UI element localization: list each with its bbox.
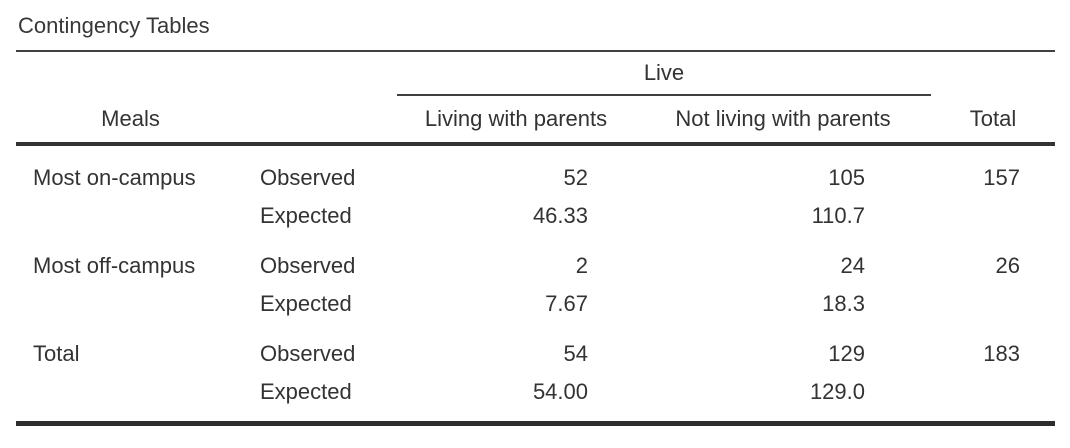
stat-label: Expected xyxy=(260,291,352,316)
spanner-spacer-left xyxy=(16,52,397,96)
title-rule xyxy=(16,50,1055,52)
cell-value: 129.0 xyxy=(809,379,865,404)
column-header-row: Meals Living with parents Not living wit… xyxy=(16,96,1055,146)
table-row: Expected 7.67 18.3 xyxy=(16,285,1055,323)
header-not-living-with-parents: Not living with parents xyxy=(675,106,891,131)
row-label: Most on-campus xyxy=(33,165,196,190)
row-label: Most off-campus xyxy=(33,253,196,278)
cell-value: 54.00 xyxy=(532,379,588,404)
cell-value: 2 xyxy=(575,253,588,278)
table-bottom-rule xyxy=(16,421,1055,426)
table-row: Expected 54.00 129.0 xyxy=(16,373,1055,411)
cell-value: 24 xyxy=(840,253,865,278)
cell-value: 54 xyxy=(563,341,588,366)
row-variable-label: Meals xyxy=(101,106,160,131)
stat-label: Observed xyxy=(260,253,356,278)
contingency-table: Contingency Tables Live Meals Living wit… xyxy=(16,0,1055,426)
table-row: Most off-campus Observed 2 24 26 xyxy=(16,247,1055,285)
spanner-spacer-right xyxy=(931,52,1055,96)
header-total: Total xyxy=(969,106,1017,131)
stat-label: Observed xyxy=(260,165,356,190)
cell-value: 110.7 xyxy=(811,203,865,228)
column-variable-header: Live xyxy=(397,52,931,96)
cell-value: 26 xyxy=(995,253,1020,278)
cell-value: 183 xyxy=(983,341,1020,366)
cell-value: 18.3 xyxy=(822,291,865,316)
spanner-header-row: Live xyxy=(16,52,1055,96)
cell-value: 52 xyxy=(563,165,588,190)
cell-value: 46.33 xyxy=(532,203,588,228)
table-row: Most on-campus Observed 52 105 157 xyxy=(16,159,1055,197)
row-label: Total xyxy=(33,341,80,366)
column-variable-label: Live xyxy=(643,60,685,85)
cell-value: 129 xyxy=(828,341,865,366)
table-row: Expected 46.33 110.7 xyxy=(16,197,1055,235)
cell-value: 157 xyxy=(983,165,1020,190)
cell-value: 105 xyxy=(828,165,865,190)
cell-value: 7.67 xyxy=(545,291,588,316)
stat-label: Expected xyxy=(260,379,352,404)
header-living-with-parents: Living with parents xyxy=(424,106,608,131)
table-title[interactable]: Contingency Tables xyxy=(18,13,210,38)
table-body: Most on-campus Observed 52 105 157 Expec… xyxy=(16,146,1055,411)
stat-label: Expected xyxy=(260,203,352,228)
stat-label: Observed xyxy=(260,341,356,366)
table-row: Total Observed 54 129 183 xyxy=(16,335,1055,373)
